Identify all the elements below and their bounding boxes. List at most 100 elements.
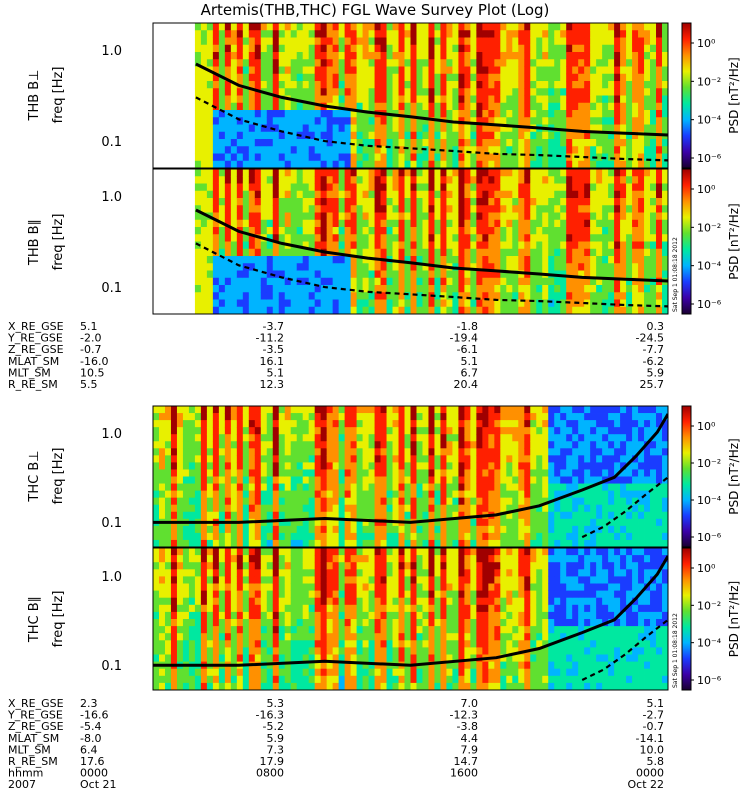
colorbar-tick-label: 10⁻⁴ — [697, 637, 722, 650]
y-axis-label: freq [Hz] — [51, 591, 66, 648]
ephemeris-bottom-row: R_RE_SM 17.6 17.9 14.7 5.8 — [8, 755, 664, 768]
ephemeris-value: 17.9 — [260, 755, 285, 768]
colorbar-tick-label: 10⁻⁴ — [697, 114, 722, 127]
y-axis-label: freq [Hz] — [51, 67, 66, 124]
ephemeris-value: 5.8 — [647, 755, 665, 768]
ephemeris-value: 25.7 — [640, 378, 665, 391]
y-tick-label: 0.1 — [101, 516, 122, 531]
ephemeris-table: X_RE_GSE 5.1 -3.7 -1.8 0.3Y_RE_GSE -2.0 -11.2-… — [7, 320, 664, 791]
ephemeris-label: 2007 — [8, 778, 36, 791]
y-axis-label: freq [Hz] — [51, 448, 66, 505]
ephemeris-value: -6.2 — [643, 355, 664, 368]
ephemeris-bottom-row: MLT_SM 6.4 7.3 7.9 10.0 — [8, 743, 664, 756]
ephemeris-value: Oct 22 — [627, 778, 664, 791]
ephemeris-value: -6.1 — [457, 343, 478, 356]
panel-label: THB B∥ — [27, 219, 42, 266]
spectrogram-thc-perp — [153, 406, 668, 547]
ephemeris-value: 16.1 — [260, 355, 285, 368]
ephemeris-top-row: X_RE_GSE 5.1 -3.7 -1.8 0.3 — [8, 320, 664, 333]
ephemeris-label: X_RE_GSE — [8, 697, 64, 710]
ephemeris-value: 5.1 — [647, 697, 665, 710]
ephemeris-value: -16.6 — [80, 709, 108, 722]
figure-title: Artemis(THB,THC) FGL Wave Survey Plot (L… — [201, 1, 550, 19]
upper-solid-line — [195, 208, 668, 283]
colorbar-thb-par: 10⁰ 10⁻² 10⁻⁴ 10⁻⁶ PSD [nT²/Hz] — [681, 168, 741, 315]
ephemeris-label: MLAT_SM — [8, 732, 59, 745]
ephemeris-value: 5.1 — [80, 320, 98, 333]
trace-layer — [153, 62, 668, 681]
spectrogram-layer — [153, 23, 668, 690]
ephemeris-label: Z_RE_GSE — [8, 720, 64, 733]
ephemeris-value: -1.8 — [457, 320, 478, 333]
ephemeris-value: 10.0 — [640, 743, 665, 756]
ephemeris-value: -12.3 — [450, 709, 478, 722]
ephemeris-value: 5.9 — [267, 732, 285, 745]
y-tick-label: 1.0 — [101, 427, 122, 442]
ephemeris-value: -8.0 — [80, 732, 101, 745]
colorbar-tick-label: 10⁻⁶ — [697, 298, 722, 311]
ephemeris-value: -16.3 — [256, 709, 284, 722]
ephemeris-value: 14.7 — [454, 755, 479, 768]
ephemeris-label: MLAT_SM — [8, 355, 59, 368]
ephemeris-bottom-row: 2007 Oct 21 Oct 22 — [8, 778, 664, 791]
ephemeris-value: -16.0 — [80, 355, 108, 368]
ephemeris-value: 0000 — [80, 767, 108, 780]
colorbar-thc-perp: 10⁰ 10⁻² 10⁻⁴ 10⁻⁶ PSD [nT²/Hz] — [681, 405, 741, 548]
colorbar-tick-label: 10⁻⁶ — [697, 674, 722, 687]
colorbar-tick-label: 10⁰ — [697, 183, 716, 196]
ephemeris-value: -0.7 — [80, 343, 101, 356]
colorbar-label: PSD [nT²/Hz] — [727, 57, 741, 133]
ephemeris-value: 7.0 — [461, 697, 479, 710]
colorbar-scale — [681, 547, 692, 691]
ephemeris-value: 0000 — [636, 767, 664, 780]
ephemeris-value: 2.3 — [80, 697, 98, 710]
ephemeris-top-row: Z_RE_GSE -0.7 -3.5 -6.1 -7.7 — [8, 343, 664, 356]
ephemeris-value: -5.4 — [80, 720, 101, 733]
ephemeris-value: 5.5 — [80, 378, 98, 391]
colorbar-label: PSD [nT²/Hz] — [727, 581, 741, 657]
spectrogram-thb-par — [153, 169, 668, 314]
y-axis-label: freq [Hz] — [51, 214, 66, 271]
ephemeris-label: MLT_SM — [8, 743, 51, 756]
ephemeris-top-row: MLAT_SM -16.0 16.1 5.1 -6.2 — [8, 355, 664, 368]
ephemeris-label: Y_RE_GSE — [7, 709, 63, 722]
ephemeris-value: 6.7 — [461, 366, 479, 379]
colorbar-label: PSD [nT²/Hz] — [727, 438, 741, 514]
ephemeris-value: Oct 21 — [80, 778, 117, 791]
ephemeris-value: -3.7 — [263, 320, 284, 333]
ephemeris-label: hhmm — [8, 767, 43, 780]
ephemeris-value: -0.7 — [643, 720, 664, 733]
colorbar-tick-label: 10⁻² — [697, 457, 721, 470]
ephemeris-value: 6.4 — [80, 743, 98, 756]
ephemeris-bottom-row: MLAT_SM -8.0 5.9 4.4 -14.1 — [8, 732, 664, 745]
ephemeris-value: -5.2 — [263, 720, 284, 733]
colorbar-tick-label: 10⁰ — [697, 37, 716, 50]
ephemeris-label: R_RE_SM — [8, 755, 58, 768]
ephemeris-value: -3.5 — [263, 343, 284, 356]
ephemeris-value: 5.3 — [267, 697, 285, 710]
ephemeris-value: 12.3 — [260, 378, 285, 391]
ephemeris-value: -2.0 — [80, 332, 101, 345]
colorbar-label: PSD [nT²/Hz] — [727, 203, 741, 279]
y-tick-label: 0.1 — [101, 659, 122, 674]
print-stamp: Sat Sep 1 01:08:18 2012 — [672, 237, 679, 312]
upper-solid-line — [195, 62, 668, 137]
print-stamp: Sat Sep 1 01:08:18 2012 — [672, 613, 679, 688]
colorbar-scale — [681, 405, 692, 548]
spectrogram-thb-perp — [153, 23, 668, 168]
ephemeris-top-row: R_RE_SM 5.5 12.3 20.4 25.7 — [8, 378, 664, 391]
ephemeris-label: R_RE_SM — [8, 378, 58, 391]
colorbar-tick-label: 10⁻² — [697, 599, 721, 612]
ephemeris-value: -11.2 — [256, 332, 284, 345]
ephemeris-value: 5.1 — [267, 366, 285, 379]
ephemeris-value: -24.5 — [636, 332, 664, 345]
panel-label: THC B⊥ — [27, 450, 42, 502]
colorbar-scale — [681, 168, 692, 315]
ephemeris-top-row: MLT_SM 10.5 5.1 6.7 5.9 — [8, 366, 664, 379]
ephemeris-value: 5.1 — [461, 355, 479, 368]
ephemeris-value: 1600 — [450, 767, 478, 780]
colorbar-scale — [681, 22, 692, 169]
colorbar-tick-label: 10⁻⁶ — [697, 531, 722, 544]
y-tick-label: 1.0 — [101, 44, 122, 59]
